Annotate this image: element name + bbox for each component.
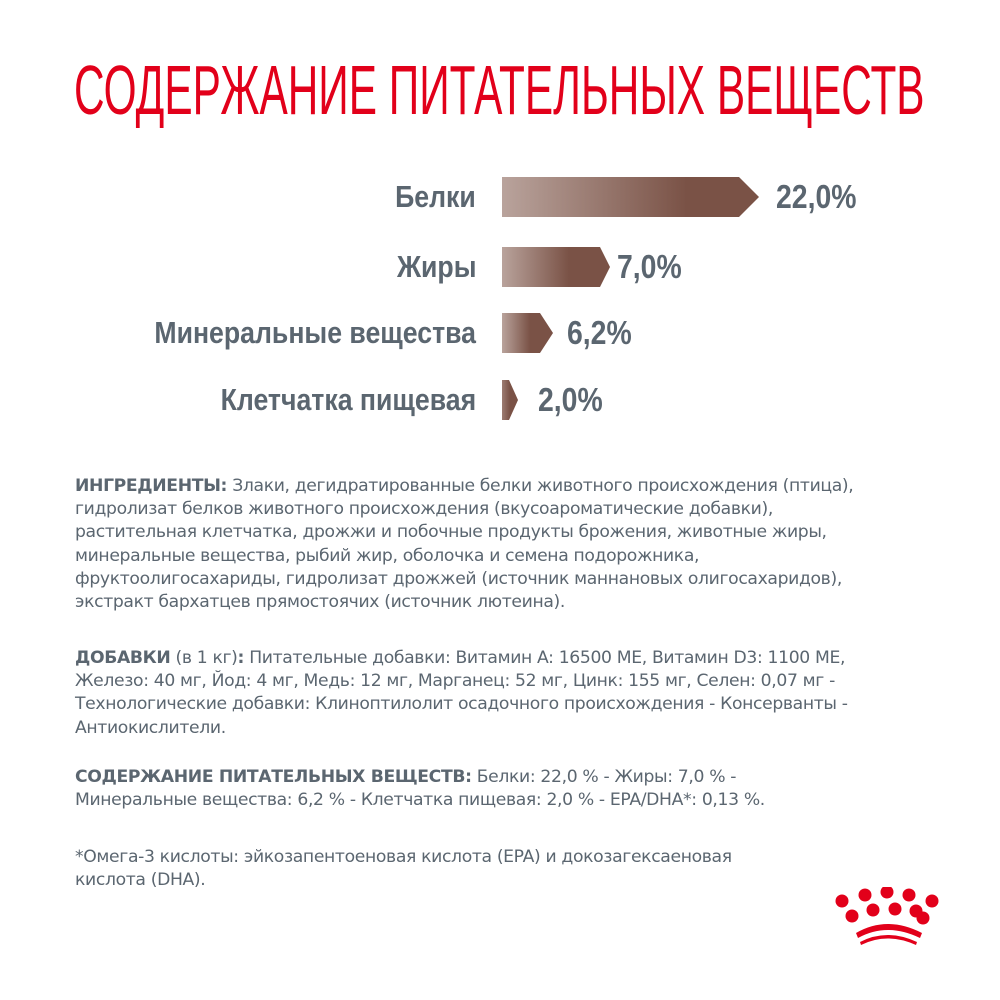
nutrients-heading: СОДЕРЖАНИЕ ПИТАТЕЛЬНЫХ ВЕЩЕСТВ: [75, 767, 472, 787]
chart-row-minerals: Минеральные вещества 6,2% [0, 313, 1000, 353]
crown-icon [835, 887, 939, 945]
row-value: 22,0% [776, 178, 857, 215]
bar-arrow [502, 247, 610, 287]
nutrients-text: Белки: 22,0 % - Жиры: 7,0 % - [471, 767, 737, 787]
ingredients-text: Злаки, дегидратированные белки животного… [227, 476, 854, 496]
ingredients-text: растительная клетчатка, дрожжи и побочны… [75, 522, 827, 543]
bar-arrow [502, 177, 759, 217]
row-label: Жиры [396, 249, 476, 284]
additives-text: Антиокислители. [75, 717, 226, 738]
additives-text: Железо: 40 мг, Йод: 4 мг, Медь: 12 мг, М… [75, 671, 835, 692]
footnote-text: *Омега-3 кислоты: эйкозапентоеновая кисл… [75, 847, 732, 867]
additives-subheading: (в 1 кг) [170, 648, 238, 668]
chart-row-protein: Белки 22,0% [0, 177, 1000, 217]
ingredients-text: гидролизат белков животного происхождени… [75, 499, 773, 520]
nutrients-text: Минеральные вещества: 6,2 % - Клетчатка … [75, 790, 765, 811]
page-title: СОДЕРЖАНИЕ ПИТАТЕЛЬНЫХ ВЕЩЕСТВ [74, 51, 925, 129]
row-value: 6,2% [567, 314, 632, 351]
additives-section: ДОБАВКИ (в 1 кг): Питательные добавки: В… [75, 647, 955, 740]
bar-arrow [502, 313, 553, 353]
row-value: 2,0% [538, 381, 603, 418]
chart-row-fat: Жиры 7,0% [0, 247, 1000, 287]
additives-colon: : [237, 648, 245, 668]
ingredients-section: ИНГРЕДИЕНТЫ: Злаки, дегидратированные бе… [75, 475, 955, 614]
chart-row-fiber: Клетчатка пищевая 2,0% [0, 380, 1000, 420]
bar-arrow [502, 380, 518, 420]
additives-text: Питательные добавки: Витамин A: 16500 МЕ… [244, 648, 846, 668]
ingredients-heading: ИНГРЕДИЕНТЫ: [75, 476, 228, 496]
row-label: Минеральные вещества [154, 315, 476, 350]
ingredients-text: фруктоолигосахариды, гидролизат дрожжей … [75, 568, 842, 589]
ingredients-text: минеральные вещества, рыбий жир, оболочк… [75, 545, 700, 566]
row-label: Белки [395, 179, 476, 214]
additives-heading: ДОБАВКИ [75, 648, 171, 668]
ingredients-text: экстракт бархатцев прямостоячих (источни… [75, 592, 566, 613]
footnote-section: *Омега-3 кислоты: эйкозапентоеновая кисл… [75, 846, 955, 892]
footnote-text: кислота (DHA). [75, 870, 206, 891]
row-value: 7,0% [617, 248, 682, 285]
additives-text: Технологические добавки: Клиноптилолит о… [75, 694, 848, 715]
row-label: Клетчатка пищевая [220, 382, 476, 417]
nutrients-section: СОДЕРЖАНИЕ ПИТАТЕЛЬНЫХ ВЕЩЕСТВ: Белки: 2… [75, 766, 955, 812]
